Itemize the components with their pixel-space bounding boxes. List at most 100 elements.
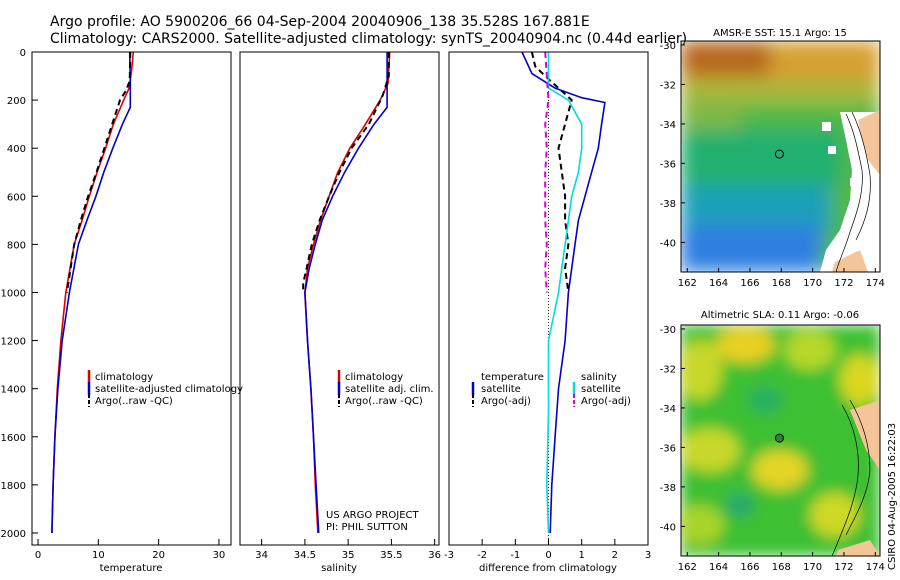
map-lon-label: 164 xyxy=(709,278,728,289)
sla-map-axes: 162 164 166 168 170 172 174 -30 -32 -34 -36 -38 -40 xyxy=(660,325,885,573)
depth-tick-label: 600 xyxy=(7,192,26,203)
map-lat-label: -34 xyxy=(660,120,676,131)
x-tick-label: -2 xyxy=(477,550,487,561)
depth-tick-label: 0 xyxy=(20,48,26,59)
legend-sal-title: salinity xyxy=(581,372,617,383)
legend-temp-title: temperature xyxy=(481,372,544,383)
difference-legend: temperature satellite Argo(-adj) salinit… xyxy=(471,372,631,407)
map-lat-label: -38 xyxy=(660,483,676,494)
legend-satellite-adjusted: satellite-adjusted climatology xyxy=(95,384,243,395)
depth-tick-label: 1600 xyxy=(1,433,26,444)
salinity-panel: 34 34.5 35 35.5 36 salinity climatology sate… xyxy=(239,51,441,574)
map-lat-label: -40 xyxy=(660,238,676,249)
x-tick-label: 30 xyxy=(213,550,226,561)
sla-map-title: Altimetric SLA: 0.11 Argo: -0.06 xyxy=(701,310,859,321)
depth-tick-label: 200 xyxy=(7,96,26,107)
depth-tick-label: 1000 xyxy=(1,288,26,299)
sla-map-frame xyxy=(680,324,881,557)
argo-position-marker-sst xyxy=(774,149,784,159)
map-lon-label: 174 xyxy=(866,562,885,573)
series-line-salinity-0 xyxy=(304,52,391,534)
difference-series-group xyxy=(521,52,606,534)
difference-panel: -3 -2 -1 0 1 2 3 difference from climatology t… xyxy=(444,51,651,574)
temperature-x-axis: 0 10 20 30 xyxy=(35,539,225,561)
legend-temp-satellite: satellite xyxy=(481,384,521,395)
x-tick-label: 34 xyxy=(255,550,268,561)
series-line-temperature-2 xyxy=(66,52,132,293)
x-tick-label: 0 xyxy=(35,550,41,561)
series-line-difference-0 xyxy=(521,52,606,534)
x-tick-label: -1 xyxy=(510,550,520,561)
depth-tick-label: 1400 xyxy=(1,385,26,396)
x-tick-label: 2 xyxy=(612,550,618,561)
map-lon-label: 166 xyxy=(740,562,759,573)
x-tick-label: 35.5 xyxy=(380,550,402,561)
timestamp-stamp: CSIRO 04-Aug-2005 16:22:03 xyxy=(887,423,898,570)
x-tick-label: 34.5 xyxy=(294,550,316,561)
argo-position-marker-sla xyxy=(774,433,784,443)
map-lon-label: 170 xyxy=(803,562,822,573)
series-line-salinity-1 xyxy=(304,52,388,534)
map-lon-label: 164 xyxy=(709,562,728,573)
legend-sal-satellite: satellite adj. clim. xyxy=(345,384,434,395)
map-lat-label: -30 xyxy=(660,41,676,52)
map-lat-label: -32 xyxy=(660,364,676,375)
series-line-difference-3 xyxy=(544,52,550,293)
depth-tick-label: 800 xyxy=(7,240,26,251)
map-lat-label: -30 xyxy=(660,325,676,336)
temperature-legend: climatology satellite-adjusted climatolo… xyxy=(87,370,243,407)
series-line-difference-1 xyxy=(530,52,573,293)
temperature-frame xyxy=(31,51,232,546)
legend-climatology: climatology xyxy=(95,372,153,383)
depth-tick-label: 1800 xyxy=(1,481,26,492)
map-lon-label: 162 xyxy=(678,278,697,289)
legend-diff-sal-satellite: satellite xyxy=(581,384,621,395)
x-tick-label: 1 xyxy=(578,550,584,561)
series-line-temperature-1 xyxy=(51,52,132,534)
sst-map-title: AMSR-E SST: 15.1 Argo: 15 xyxy=(713,28,847,39)
difference-x-axis: -3 -2 -1 0 1 2 3 xyxy=(444,539,651,561)
x-tick-label: 10 xyxy=(92,550,105,561)
series-line-difference-2 xyxy=(545,52,583,534)
map-lat-label: -32 xyxy=(660,80,676,91)
salinity-legend: climatology satellite adj. clim. Argo(..… xyxy=(337,370,434,407)
salinity-series-group xyxy=(302,52,391,534)
map-lon-label: 168 xyxy=(772,562,791,573)
climatology-subtitle: Climatology: CARS2000. Satellite-adjuste… xyxy=(50,31,688,47)
legend-diff-sal-argo: Argo(-adj) xyxy=(581,396,631,407)
temperature-series-group xyxy=(51,52,135,534)
sst-field xyxy=(681,41,880,272)
depth-tick-label: 400 xyxy=(7,144,26,155)
map-lat-label: -38 xyxy=(660,199,676,210)
sst-map-panel: AMSR-E SST: 15.1 Argo: 15 xyxy=(660,28,885,289)
legend-temp-argo: Argo(-adj) xyxy=(481,396,531,407)
legend-argo: Argo(..raw -QC) xyxy=(95,396,173,407)
x-tick-label: 0 xyxy=(545,550,551,561)
difference-xlabel: difference from climatology xyxy=(479,563,617,574)
map-lon-label: 166 xyxy=(740,278,759,289)
x-tick-label: 20 xyxy=(152,550,165,561)
legend-sal-argo: Argo(..raw -QC) xyxy=(345,396,423,407)
series-line-salinity-2 xyxy=(302,52,390,293)
x-tick-label: -3 xyxy=(444,550,454,561)
depth-tick-label: 2000 xyxy=(1,529,26,540)
map-lat-label: -40 xyxy=(660,522,676,533)
credit-pi: PI: PHIL SUTTON xyxy=(326,522,408,533)
x-tick-label: 36 xyxy=(428,550,441,561)
sst-map-axes: 162 164 166 168 170 172 174 -30 -32 -34 -36 -38 -40 xyxy=(660,41,885,289)
salinity-x-axis: 34 34.5 35 35.5 36 xyxy=(255,539,441,561)
map-lon-label: 172 xyxy=(834,278,853,289)
map-lon-label: 174 xyxy=(866,278,885,289)
map-lat-label: -36 xyxy=(660,159,676,170)
x-tick-label: 3 xyxy=(645,550,651,561)
depth-tick-label: 1200 xyxy=(1,337,26,348)
map-lon-label: 162 xyxy=(678,562,697,573)
series-line-temperature-0 xyxy=(51,52,135,534)
credit-project: US ARGO PROJECT xyxy=(326,510,420,521)
temperature-xlabel: temperature xyxy=(100,563,163,574)
map-lon-label: 172 xyxy=(834,562,853,573)
temperature-panel: 0 200 400 600 800 1000 1200 1400 1600 1800 2000 0 1… xyxy=(1,48,243,574)
profile-title: Argo profile: AO 5900206_66 04-Sep-2004 … xyxy=(50,14,590,30)
map-lat-label: -36 xyxy=(660,443,676,454)
sst-map-frame xyxy=(680,40,881,273)
